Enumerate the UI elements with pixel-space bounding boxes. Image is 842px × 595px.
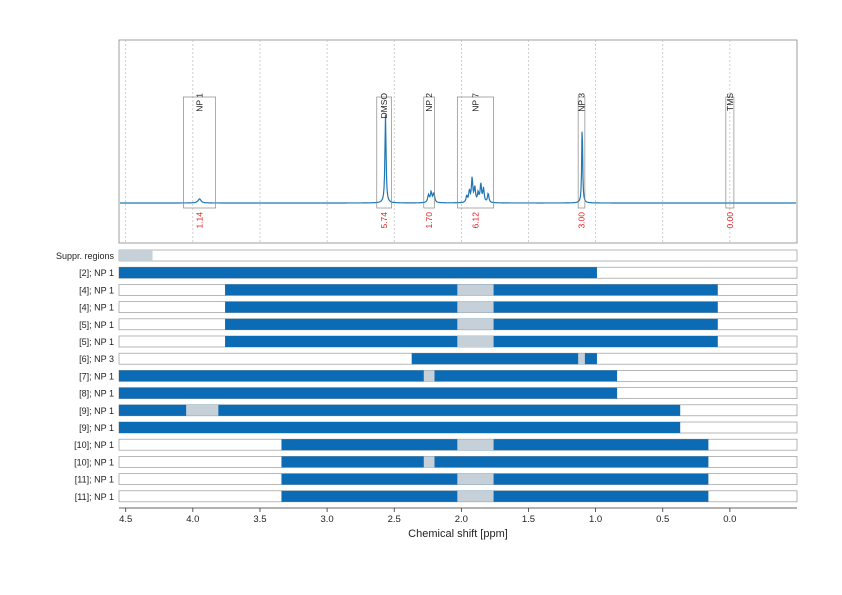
region-box bbox=[456, 96, 494, 209]
x-tick-label: 3.5 bbox=[253, 514, 266, 525]
region-label: DMSO bbox=[379, 93, 389, 119]
row-bar bbox=[281, 439, 709, 451]
row-gap bbox=[423, 370, 435, 382]
row-label: [2]; NP 1 bbox=[79, 268, 114, 278]
row-label: [5]; NP 1 bbox=[79, 320, 114, 330]
row-label: [6]; NP 3 bbox=[79, 354, 114, 364]
row-bar bbox=[281, 473, 709, 485]
x-tick-label: 4.0 bbox=[186, 514, 199, 525]
row-gap bbox=[457, 490, 494, 502]
assignment-rows: Suppr. regions [2]; NP 1 [4]; NP 1 [4]; NP … bbox=[56, 249, 798, 503]
x-tick-label: 3.0 bbox=[320, 514, 333, 525]
row-label: [10]; NP 1 bbox=[74, 440, 114, 450]
region-box bbox=[577, 96, 586, 209]
row-gap bbox=[457, 318, 494, 330]
row-bar bbox=[119, 422, 681, 433]
row-bar bbox=[119, 387, 618, 399]
row-label: [11]; NP 1 bbox=[75, 475, 114, 485]
region-box bbox=[423, 96, 435, 209]
row-gap bbox=[423, 456, 435, 468]
row-gap bbox=[457, 336, 494, 347]
row-frame bbox=[118, 249, 798, 262]
region-label: NP 2 bbox=[424, 93, 434, 112]
x-tick-label: 1.5 bbox=[522, 514, 535, 525]
row-bar bbox=[119, 267, 597, 279]
x-tick-label: 2.0 bbox=[455, 514, 468, 525]
region-box bbox=[376, 96, 392, 209]
integral-label: 5.74 bbox=[379, 212, 389, 229]
row-label: [9]; NP 1 bbox=[79, 406, 114, 416]
row-bar bbox=[411, 353, 597, 365]
region-label: NP 3 bbox=[577, 93, 587, 112]
suppressed-region bbox=[119, 250, 153, 261]
row-label: [10]; NP 1 bbox=[74, 457, 114, 467]
x-tick-label: 1.0 bbox=[589, 514, 602, 525]
integral-label: 1.70 bbox=[424, 212, 434, 229]
integral-label: 0.00 bbox=[725, 212, 735, 229]
row-label: [9]; NP 1 bbox=[79, 423, 114, 433]
row-gap bbox=[578, 353, 585, 365]
row-label: [4]; NP 1 bbox=[79, 285, 114, 295]
spectrum-line bbox=[120, 114, 796, 204]
spectrum-panel: NP 1 1.14 DMSO 5.74 NP 2 1.70 NP 7 6.12 NP 3 3.00… bbox=[118, 39, 798, 244]
row-label: [5]; NP 1 bbox=[79, 337, 114, 347]
integral-label: 3.00 bbox=[577, 212, 587, 229]
row-label: [11]; NP 1 bbox=[75, 492, 114, 502]
row-label: [7]; NP 1 bbox=[79, 371, 114, 381]
row-gap bbox=[457, 473, 494, 485]
region-box bbox=[725, 96, 735, 209]
spectrum-frame bbox=[118, 39, 798, 244]
row-gap bbox=[457, 439, 494, 451]
row-label: [4]; NP 1 bbox=[79, 303, 114, 313]
region-label: NP 7 bbox=[470, 93, 480, 112]
x-tick-label: 4.5 bbox=[119, 514, 132, 525]
integral-label: 1.14 bbox=[195, 212, 205, 229]
row-bar bbox=[281, 490, 709, 502]
region-label: TMS bbox=[725, 93, 735, 111]
row-bar bbox=[281, 456, 709, 468]
row-label: [8]; NP 1 bbox=[79, 389, 114, 399]
row-bar bbox=[119, 370, 618, 382]
x-tick-label: 2.5 bbox=[388, 514, 401, 525]
region-label: NP 1 bbox=[195, 93, 205, 112]
integral-label: 6.12 bbox=[470, 212, 480, 229]
row-bar bbox=[119, 404, 681, 416]
row-gap bbox=[186, 404, 219, 416]
row-gap bbox=[457, 284, 494, 296]
x-axis-label: Chemical shift [ppm] bbox=[408, 528, 508, 540]
row-gap bbox=[457, 301, 494, 313]
x-tick-label: 0.5 bbox=[656, 514, 669, 525]
row-label: Suppr. regions bbox=[56, 251, 115, 261]
region-box bbox=[183, 96, 217, 209]
x-axis: 4.5 4.0 3.5 3.0 2.5 2.0 1.5 1.0 0.5 0.0 bbox=[119, 507, 797, 525]
x-tick-label: 0.0 bbox=[723, 514, 736, 525]
